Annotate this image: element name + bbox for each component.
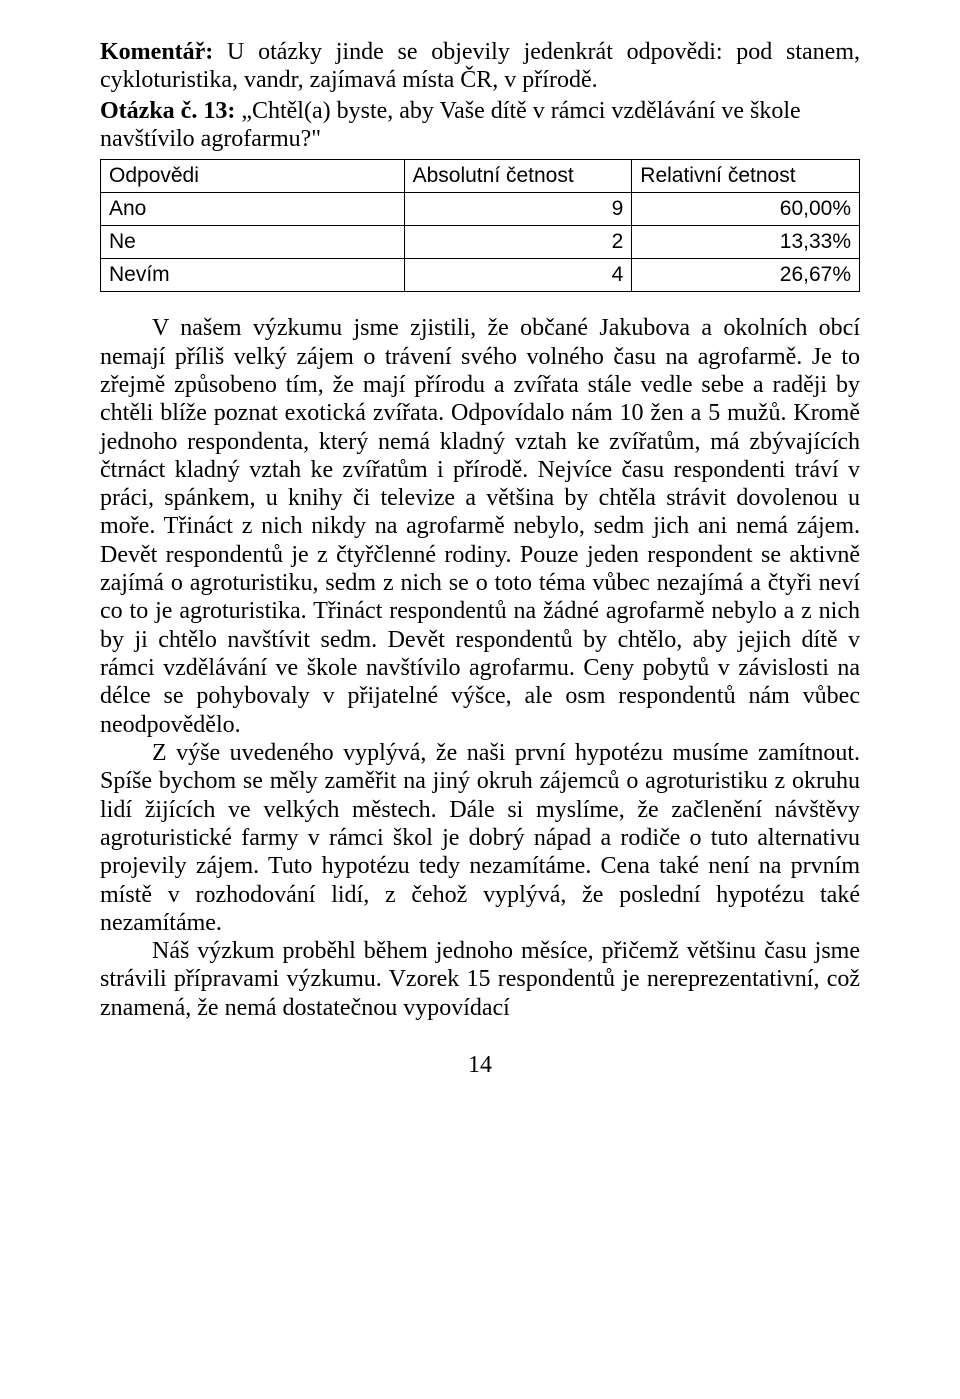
results-table: Odpovědi Absolutní četnost Relativní čet… [100,159,860,292]
cell-abs: 9 [404,193,632,226]
cell-rel: 13,33% [632,226,860,259]
page-number: 14 [100,1052,860,1079]
paragraph-2: Z výše uvedeného vyplývá, že naši první … [100,739,860,937]
paragraph-3: Náš výzkum proběhl během jednoho měsíce,… [100,937,860,1022]
table-header-row: Odpovědi Absolutní četnost Relativní čet… [101,160,860,193]
cell-label: Ano [101,193,405,226]
col-header-relativni: Relativní četnost [632,160,860,193]
paragraph-1: V našem výzkumu jsme zjistili, že občané… [100,314,860,739]
cell-abs: 4 [404,259,632,292]
question-label: Otázka č. 13: [100,98,235,124]
table-row: Ne 2 13,33% [101,226,860,259]
table-row: Nevím 4 26,67% [101,259,860,292]
cell-rel: 26,67% [632,259,860,292]
col-header-absolutni: Absolutní četnost [404,160,632,193]
comment-label: Komentář: [100,39,213,65]
cell-abs: 2 [404,226,632,259]
cell-label: Nevím [101,259,405,292]
col-header-odpovedi: Odpovědi [101,160,405,193]
body-text: V našem výzkumu jsme zjistili, že občané… [100,314,860,1022]
question-line: Otázka č. 13: „Chtěl(a) byste, aby Vaše … [100,97,860,154]
cell-rel: 60,00% [632,193,860,226]
comment-line: Komentář: U otázky jinde se objevily jed… [100,38,860,95]
table-row: Ano 9 60,00% [101,193,860,226]
comment-text: U otázky jinde se objevily jedenkrát odp… [100,39,860,93]
cell-label: Ne [101,226,405,259]
